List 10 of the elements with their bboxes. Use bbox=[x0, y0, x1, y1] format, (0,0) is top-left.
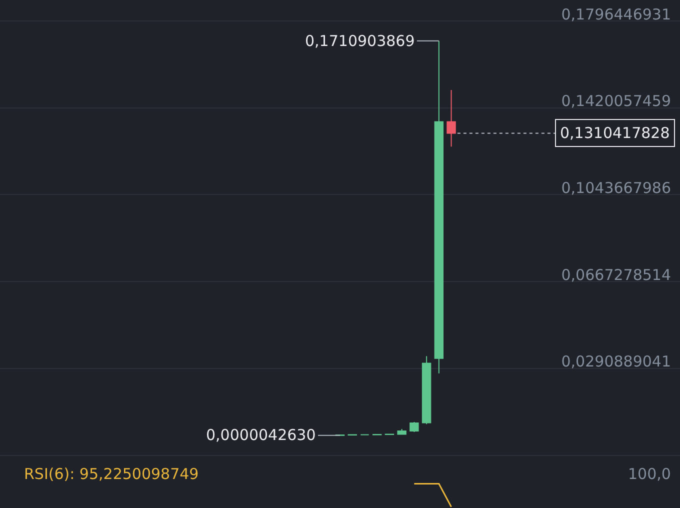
y-tick-label: 0,1420057459 bbox=[561, 92, 671, 110]
text: 100,0 bbox=[628, 465, 671, 483]
chart-title: RSI(6): 95,2250098749 bbox=[24, 465, 199, 483]
y-tick-label: 0,0667278514 bbox=[561, 266, 671, 284]
ref-line-label: 0,1310417828 bbox=[560, 124, 670, 142]
y-tick-label: 0,1796446931 bbox=[561, 5, 671, 24]
annotation: 0,0000042630 bbox=[206, 426, 316, 444]
y-tick-label: 0,0290889041 bbox=[561, 352, 671, 371]
annotation: 0,1710903869 bbox=[305, 32, 415, 50]
y-tick-label: 0,1043667986 bbox=[561, 178, 671, 197]
